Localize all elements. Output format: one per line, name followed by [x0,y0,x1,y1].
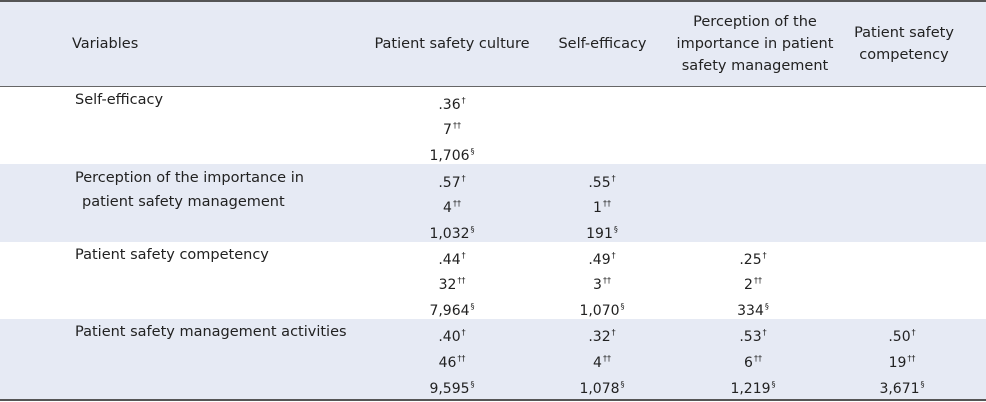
cell-chi: 1†† [593,199,611,216]
cell-r: .49† [588,251,616,268]
row-label-patient-safety-competency: Patient safety competency [75,247,269,263]
row-label-self-efficacy: Self-efficacy [75,92,164,108]
cell-n: 334§ [737,302,769,319]
cell-n: 1,078§ [579,380,625,397]
cell-r: .32† [588,328,616,345]
cell-chi: 4†† [593,354,611,371]
cell-chi: 19†† [888,354,916,371]
row-label-management-activities: Patient safety management activities [75,324,347,340]
cell-r: .36† [438,96,466,113]
cell-n: 1,032§ [429,225,475,242]
header-patient-safety-culture: Patient safety culture [374,36,530,52]
table-row [0,319,986,399]
cell-r: .57† [438,174,466,191]
bottom-rule [0,399,986,401]
cell-chi: 46†† [438,354,466,371]
top-rule [0,0,986,2]
cell-r: .40† [438,328,466,345]
header-rule [0,86,986,87]
cell-chi: 32†† [438,276,466,293]
table-header [0,2,986,86]
cell-r: .53† [739,328,767,345]
cell-chi: 2†† [744,276,762,293]
header-self-efficacy: Self-efficacy [558,36,647,52]
row-label-perception-importance: Perception of the importance in patient … [75,170,304,210]
header-variables: Variables [72,36,139,52]
cell-r: .25† [739,251,767,268]
cell-n: 1,070§ [579,302,625,319]
cell-n: 191§ [586,225,618,242]
cell-n: 9,595§ [429,380,475,397]
cell-n: 1,706§ [429,147,475,164]
cell-r: .55† [588,174,616,191]
table-row [0,164,986,242]
cell-n: 3,671§ [879,380,925,397]
cell-r: .50† [888,328,916,345]
cell-chi: 7†† [443,121,461,138]
cell-chi: 6†† [744,354,762,371]
cell-n: 7,964§ [429,302,475,319]
cell-n: 1,219§ [730,380,776,397]
cell-r: .44† [438,251,466,268]
cell-chi: 4†† [443,199,461,216]
header-patient-safety-competency: Patient safety competency [854,25,954,63]
cell-chi: 3†† [593,276,611,293]
header-perception-importance: Perception of the importance in patient … [676,14,834,74]
